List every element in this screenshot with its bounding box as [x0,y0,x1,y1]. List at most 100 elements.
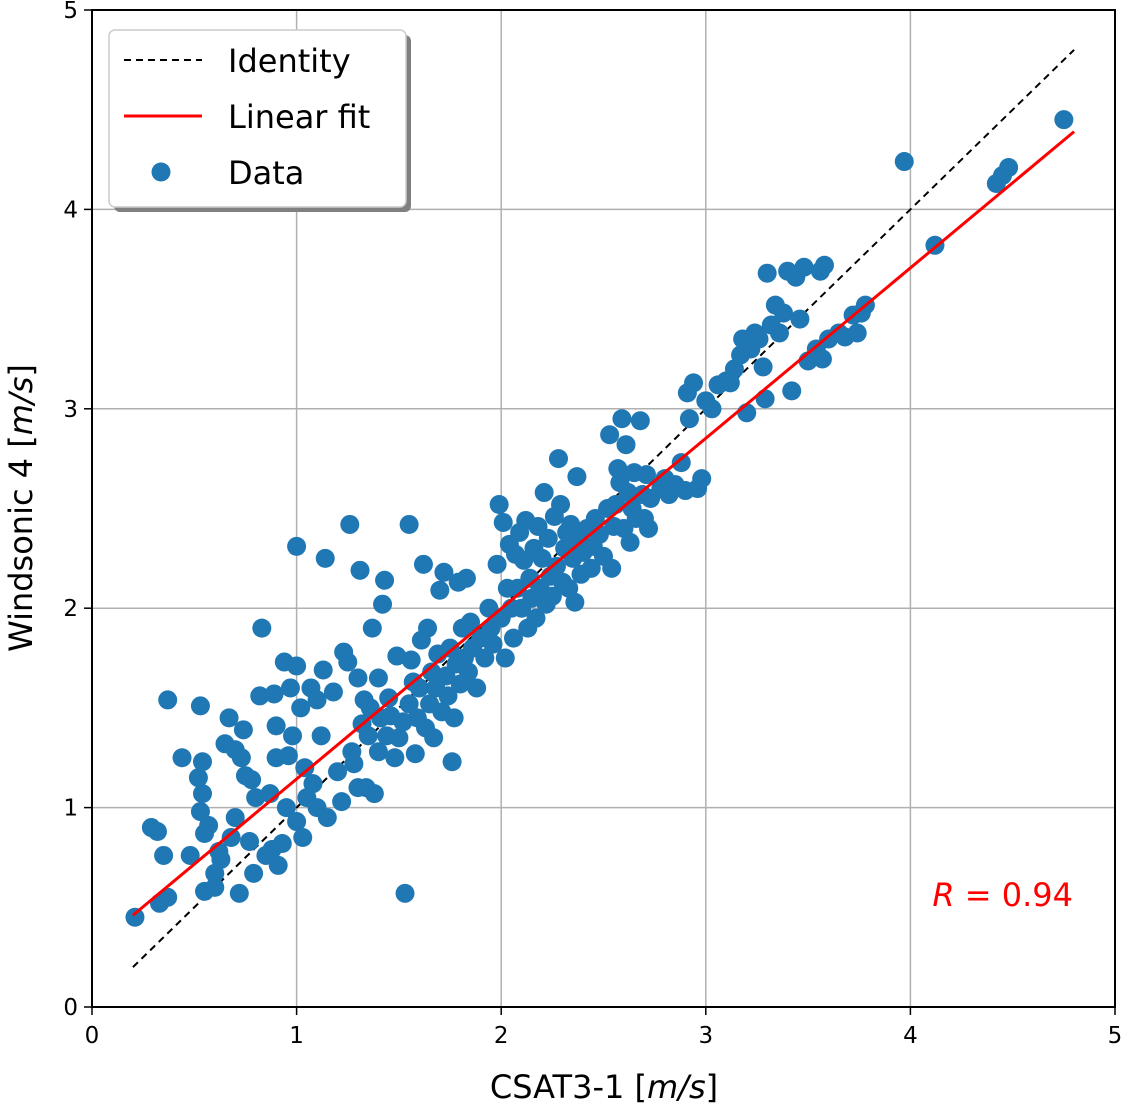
data-point [612,409,632,429]
data-point [332,792,352,812]
data-point [461,612,481,632]
data-point [221,828,241,848]
data-point [246,788,266,808]
data-point [526,608,546,628]
data-point [287,536,307,556]
data-point [405,744,425,764]
data-point [344,754,364,774]
x-tick-label: 5 [1108,1023,1123,1049]
y-axis-title: Windsonic 4 [m/s] [2,364,40,652]
data-point [546,556,566,576]
data-point [266,716,286,736]
data-point [278,746,298,766]
axes: 0 1 2 3 4 5 0 1 2 3 4 5 [63,0,1122,1049]
data-point [782,381,802,401]
data-point [749,329,769,349]
data-point [362,618,382,638]
data-point [225,808,245,828]
data-points [125,110,1074,927]
data-point [172,748,192,768]
data-point [774,303,794,323]
x-tick-label: 1 [289,1023,304,1049]
data-point [307,690,327,710]
data-point [180,845,200,865]
data-point [250,686,270,706]
data-point [295,758,315,778]
legend-box [108,29,407,208]
data-point [280,678,300,698]
data-point [368,668,388,688]
data-point [636,465,656,485]
data-point [847,323,867,343]
data-point [630,411,650,431]
data-point [303,774,323,794]
data-point [158,887,178,907]
data-point [313,660,333,680]
data-point [190,696,210,716]
data-point [503,628,523,648]
data-point [340,514,360,534]
data-point [814,255,834,275]
data-point [679,409,699,429]
data-point [538,528,558,548]
data-point [401,650,421,670]
legend-fit-label: Linear fit [228,98,370,136]
data-point [399,694,419,714]
data-point [287,812,307,832]
data-point [348,668,368,688]
data-point [311,726,331,746]
x-tick-label: 0 [85,1023,100,1049]
data-point [755,389,775,409]
data-point [467,678,487,698]
data-point [753,357,773,377]
data-point [350,560,370,580]
data-point [395,883,415,903]
data-point [812,349,832,369]
data-point [438,686,458,706]
data-point [317,808,337,828]
r-annotation: R = 0.94 [932,876,1073,914]
data-point [565,592,585,612]
data-point [211,849,231,869]
data-point [231,748,251,768]
data-point [291,698,311,718]
data-point [534,483,554,503]
data-point [493,512,513,532]
data-point [192,752,212,772]
data-point [422,662,442,682]
y-tick-label: 4 [63,197,78,223]
data-point [616,435,636,455]
data-point [233,720,253,740]
data-point [283,726,303,746]
data-point [293,828,313,848]
data-point [387,646,407,666]
data-point [375,570,395,590]
legend-identity-label: Identity [228,42,351,80]
x-tick-label: 3 [698,1023,713,1049]
data-point [1054,110,1074,130]
legend-data-swatch [151,162,171,182]
data-point [199,816,219,836]
data-point [489,495,509,515]
data-point [458,662,478,682]
data-point [430,580,450,600]
data-point [567,467,587,487]
data-point [287,656,307,676]
data-point [757,263,777,283]
data-point [418,618,438,638]
legend: Identity Linear fit Data [108,29,411,212]
data-point [252,618,272,638]
data-point [444,708,464,728]
data-point [440,638,460,658]
data-point [323,682,343,702]
data-point [188,768,208,788]
data-point [192,784,212,804]
data-point [542,586,562,606]
data-point [328,762,348,782]
data-point [399,514,419,534]
data-point [600,425,620,445]
data-point [229,883,249,903]
data-point [442,752,462,772]
data-point [379,688,399,708]
